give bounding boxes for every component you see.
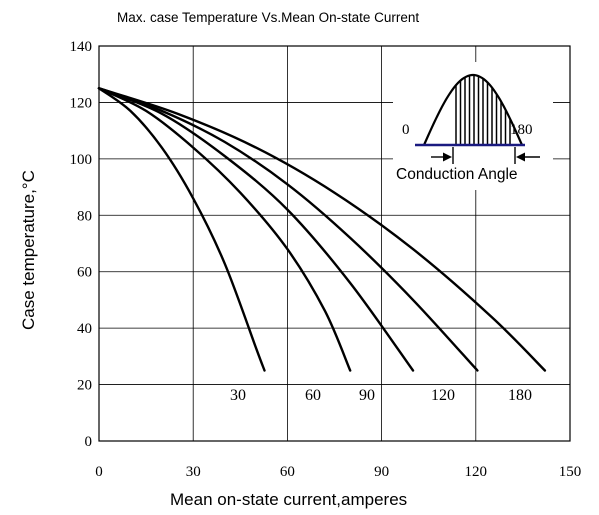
y-tick-label: 120 (70, 95, 93, 111)
curves (97, 87, 547, 372)
x-tick-label: 60 (280, 464, 295, 480)
chart-title: Max. case Temperature Vs.Mean On-state C… (117, 10, 419, 25)
series-label-180: 180 (508, 387, 532, 404)
plot-frame (98, 45, 571, 442)
x-tick-labels: 0 30 60 90 120 150 (95, 464, 581, 480)
x-tick-label: 90 (374, 464, 389, 480)
y-tick-label: 60 (77, 265, 92, 281)
inset-arrow-right-head (516, 152, 525, 162)
series-label-120: 120 (431, 387, 455, 404)
series-labels: 30 60 90 120 180 (230, 387, 532, 404)
y-axis-label: Case temperature,°C (19, 170, 38, 330)
inset-waveform (422, 73, 524, 146)
x-tick-label: 0 (95, 464, 103, 480)
x-tick-label: 120 (465, 464, 488, 480)
x-tick-label: 30 (186, 464, 201, 480)
y-tick-labels: 0 20 40 60 80 100 120 140 (70, 39, 93, 450)
inset-arrow-left-head (443, 152, 452, 162)
series-line-90 (97, 87, 415, 372)
y-tick-label: 100 (70, 152, 93, 168)
series-line-120 (97, 87, 479, 372)
x-axis-label: Mean on-state current,amperes (170, 490, 407, 509)
x-tick-label: 150 (559, 464, 582, 480)
y-tick-label: 140 (70, 39, 93, 55)
inset-caption: Conduction Angle (396, 166, 518, 183)
y-tick-label: 0 (85, 434, 93, 450)
inset-background (393, 62, 553, 190)
series-line-60 (97, 87, 352, 372)
series-label-30: 30 (230, 387, 246, 404)
series-line-180 (97, 87, 547, 372)
inset-label-0: 0 (402, 122, 410, 138)
series-line-30 (97, 87, 266, 372)
y-tick-label: 20 (77, 378, 92, 394)
y-tick-label: 40 (77, 321, 92, 337)
series-label-90: 90 (359, 387, 375, 404)
series-label-60: 60 (305, 387, 321, 404)
inset-hatch (455, 75, 511, 145)
y-tick-label: 80 (77, 208, 92, 224)
inset-label-180: 180 (510, 122, 533, 138)
conduction-angle-inset: 0 180 Conduction Angle (393, 62, 553, 190)
